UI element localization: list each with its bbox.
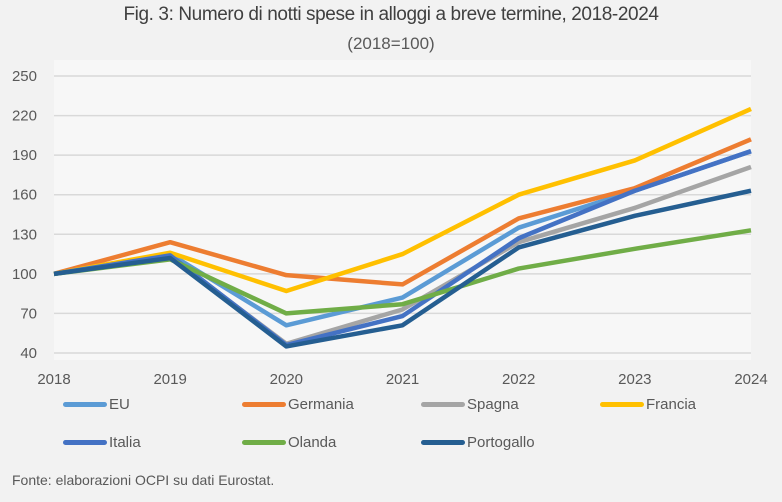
y-tick-label: 100 — [12, 266, 37, 283]
series-lines — [53, 106, 752, 349]
y-tick-label: 250 — [12, 68, 37, 85]
y-tick-label: 40 — [20, 345, 37, 362]
x-tick-label: 2018 — [37, 371, 70, 388]
y-tick-label: 220 — [12, 108, 37, 125]
legend-label: Francia — [646, 396, 697, 413]
legend-item-francia: Francia — [600, 396, 696, 413]
legend-swatch — [600, 402, 644, 407]
legend-item-spagna: Spagna — [421, 396, 519, 413]
y-tick-label: 70 — [20, 305, 37, 322]
legend: EU Germania Spagna Francia Italia Olanda Porto… — [0, 396, 782, 476]
x-tick-label: 2020 — [270, 371, 303, 388]
series-line-francia — [53, 106, 752, 294]
series-line-italia — [53, 149, 752, 348]
x-tick-label: 2024 — [734, 371, 767, 388]
source-note: Fonte: elaborazioni OCPI su dati Eurosta… — [12, 472, 275, 488]
x-tick-label: 2022 — [502, 371, 535, 388]
legend-swatch — [421, 402, 465, 407]
legend-label: Olanda — [288, 434, 337, 451]
series-line-portogallo — [53, 188, 752, 349]
x-tick-label: 2023 — [618, 371, 651, 388]
legend-swatch — [63, 440, 107, 445]
y-axis-ticks: 40 70 100 130 160 190 220 250 — [12, 68, 37, 362]
legend-item-olanda: Olanda — [242, 434, 336, 451]
x-tick-label: 2021 — [386, 371, 419, 388]
x-tick-label: 2019 — [153, 371, 186, 388]
legend-item-eu: EU — [63, 396, 130, 413]
legend-label: Portogallo — [467, 434, 535, 451]
legend-swatch — [242, 440, 286, 445]
legend-swatch — [63, 402, 107, 407]
x-axis-ticks: 2018 2019 2020 2021 2022 2023 2024 — [37, 371, 767, 388]
legend-item-italia: Italia — [63, 434, 141, 451]
legend-swatch — [242, 402, 286, 407]
legend-swatch — [421, 440, 465, 445]
legend-label: Spagna — [467, 396, 519, 413]
legend-label: Germania — [288, 396, 354, 413]
chart-title: Fig. 3: Numero di notti spese in alloggi… — [123, 4, 659, 25]
chart-subtitle: (2018=100) — [347, 34, 435, 53]
y-tick-label: 160 — [12, 187, 37, 204]
legend-label: EU — [109, 396, 130, 413]
gridlines — [54, 75, 751, 354]
series-line-germania — [53, 137, 752, 287]
legend-item-portogallo: Portogallo — [421, 434, 535, 451]
y-tick-label: 190 — [12, 147, 37, 164]
legend-label: Italia — [109, 434, 141, 451]
legend-item-germania: Germania — [242, 396, 354, 413]
y-tick-label: 130 — [12, 226, 37, 243]
